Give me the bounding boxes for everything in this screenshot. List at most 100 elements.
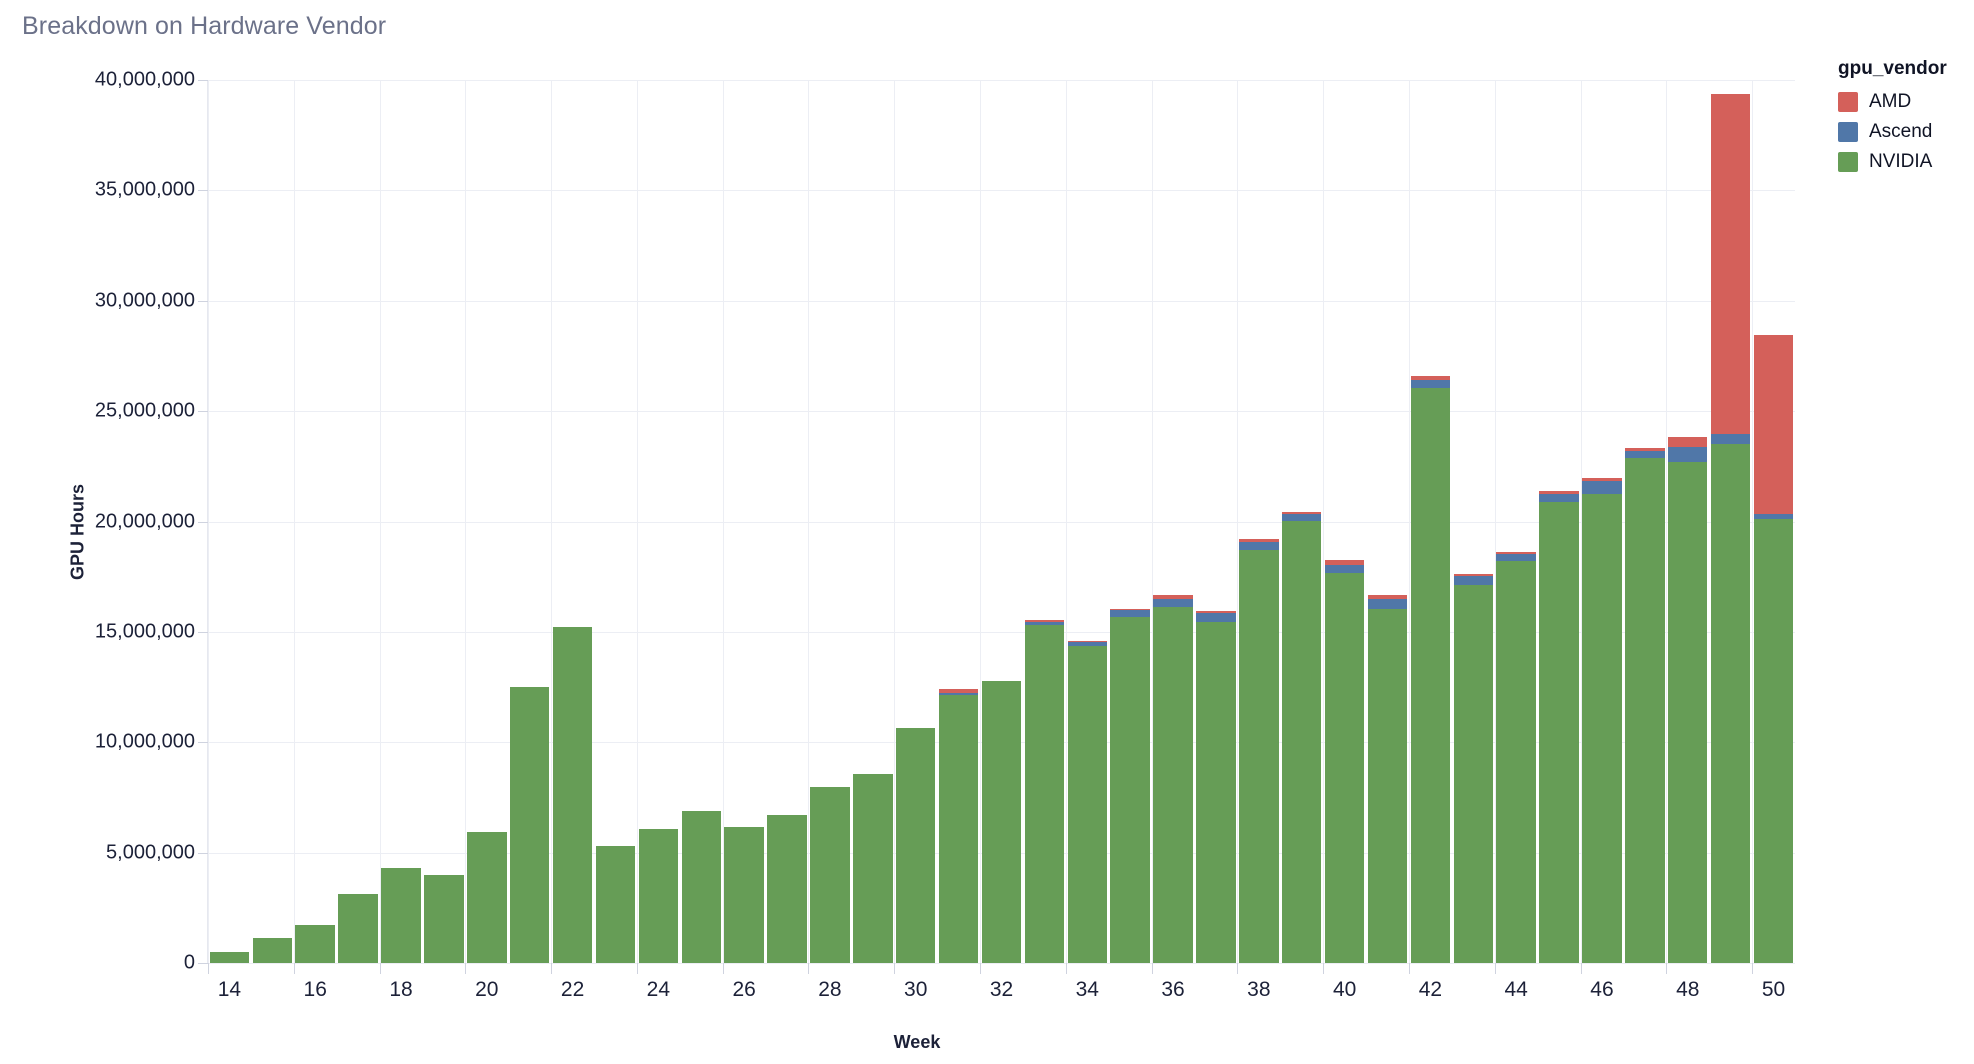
bar-segment-ascend[interactable] [1153, 599, 1193, 607]
bar-segment-ascend[interactable] [1282, 514, 1322, 522]
bar-segment-ascend[interactable] [1453, 576, 1494, 585]
bar-stack[interactable] [1153, 595, 1193, 963]
bar-segment-nvidia[interactable] [209, 952, 250, 963]
bar-stack[interactable] [1710, 93, 1751, 963]
bar-stack[interactable] [1239, 538, 1279, 963]
bar-stack[interactable] [209, 952, 250, 963]
bar-segment-amd[interactable] [1196, 610, 1236, 613]
bar-segment-nvidia[interactable] [552, 627, 593, 963]
bar-stack[interactable] [1196, 610, 1236, 963]
bar-stack[interactable] [1367, 595, 1408, 963]
bar-stack[interactable] [338, 893, 378, 963]
bar-stack[interactable] [767, 815, 807, 963]
bar-segment-amd[interactable] [1668, 436, 1708, 447]
bar-segment-nvidia[interactable] [295, 925, 335, 963]
bar-stack[interactable] [1625, 447, 1665, 963]
bar-segment-nvidia[interactable] [509, 686, 550, 963]
bar-segment-ascend[interactable] [1582, 481, 1622, 495]
bar-stack[interactable] [1582, 478, 1622, 963]
bar-segment-amd[interactable] [1282, 511, 1322, 514]
bar-segment-nvidia[interactable] [1239, 549, 1279, 963]
bar-stack[interactable] [681, 810, 721, 963]
bar-segment-amd[interactable] [1024, 619, 1065, 622]
bar-stack[interactable] [1324, 559, 1365, 963]
bar-segment-nvidia[interactable] [767, 815, 807, 963]
bar-stack[interactable] [467, 831, 507, 963]
bar-segment-ascend[interactable] [1625, 451, 1665, 459]
bar-segment-nvidia[interactable] [1496, 561, 1536, 963]
bar-segment-amd[interactable] [1496, 551, 1536, 555]
bar-segment-nvidia[interactable] [1625, 458, 1665, 963]
bar-segment-ascend[interactable] [1024, 621, 1065, 625]
bar-segment-amd[interactable] [1625, 447, 1665, 452]
bar-segment-nvidia[interactable] [1196, 622, 1236, 963]
bar-segment-ascend[interactable] [1239, 541, 1279, 550]
bar-segment-amd[interactable] [1110, 608, 1150, 611]
bar-segment-nvidia[interactable] [252, 938, 293, 963]
bar-segment-ascend[interactable] [1067, 642, 1107, 646]
bar-stack[interactable] [595, 846, 636, 963]
bar-segment-nvidia[interactable] [1367, 609, 1408, 963]
bar-segment-nvidia[interactable] [338, 893, 378, 963]
bar-stack[interactable] [295, 925, 335, 963]
bar-segment-amd[interactable] [1710, 93, 1751, 434]
bar-stack[interactable] [424, 875, 464, 963]
bar-stack[interactable] [1410, 376, 1451, 963]
bar-segment-amd[interactable] [1367, 595, 1408, 599]
bar-segment-ascend[interactable] [1753, 514, 1794, 520]
legend-item-amd[interactable]: AMD [1838, 91, 1968, 113]
bar-segment-nvidia[interactable] [938, 695, 979, 963]
bar-stack[interactable] [810, 786, 850, 963]
bar-segment-nvidia[interactable] [638, 828, 679, 963]
bar-segment-ascend[interactable] [1410, 379, 1451, 388]
bar-segment-nvidia[interactable] [595, 846, 636, 963]
bar-segment-nvidia[interactable] [981, 681, 1022, 963]
bar-segment-nvidia[interactable] [1324, 573, 1365, 963]
bar-segment-nvidia[interactable] [467, 831, 507, 963]
bar-segment-ascend[interactable] [938, 692, 979, 696]
bar-stack[interactable] [1539, 490, 1579, 963]
bar-segment-ascend[interactable] [1710, 433, 1751, 445]
bar-stack[interactable] [1496, 551, 1536, 963]
bar-segment-nvidia[interactable] [724, 826, 764, 963]
bar-stack[interactable] [1753, 335, 1794, 963]
bar-segment-nvidia[interactable] [381, 868, 421, 963]
bar-stack[interactable] [938, 689, 979, 963]
bar-stack[interactable] [1453, 573, 1494, 963]
bar-segment-amd[interactable] [1453, 573, 1494, 577]
bar-stack[interactable] [853, 774, 893, 963]
bar-segment-amd[interactable] [1753, 335, 1794, 515]
legend-item-ascend[interactable]: Ascend [1838, 121, 1968, 143]
bar-segment-ascend[interactable] [1110, 610, 1150, 617]
bar-stack[interactable] [252, 938, 293, 963]
bar-segment-amd[interactable] [1410, 376, 1451, 380]
bar-segment-amd[interactable] [938, 689, 979, 693]
legend-item-nvidia[interactable]: NVIDIA [1838, 151, 1968, 173]
bar-segment-nvidia[interactable] [1153, 606, 1193, 963]
bar-stack[interactable] [724, 826, 764, 963]
bar-stack[interactable] [381, 868, 421, 963]
bar-segment-nvidia[interactable] [1582, 494, 1622, 963]
bar-segment-nvidia[interactable] [1453, 584, 1494, 963]
bar-segment-nvidia[interactable] [1282, 521, 1322, 963]
bar-segment-amd[interactable] [1067, 640, 1107, 643]
bar-segment-nvidia[interactable] [1024, 624, 1065, 963]
bar-segment-nvidia[interactable] [424, 875, 464, 963]
bar-stack[interactable] [509, 686, 550, 963]
bar-segment-nvidia[interactable] [1753, 519, 1794, 963]
bar-segment-amd[interactable] [1153, 595, 1193, 600]
bar-stack[interactable] [1110, 608, 1150, 963]
bar-stack[interactable] [1024, 619, 1065, 963]
bar-segment-nvidia[interactable] [1668, 461, 1708, 963]
bar-segment-ascend[interactable] [1539, 493, 1579, 502]
bar-stack[interactable] [1668, 436, 1708, 963]
bar-stack[interactable] [1282, 511, 1322, 963]
bar-segment-nvidia[interactable] [681, 810, 721, 963]
bar-segment-amd[interactable] [1539, 490, 1579, 494]
bar-segment-nvidia[interactable] [1067, 645, 1107, 963]
bar-segment-amd[interactable] [1324, 559, 1365, 566]
bar-segment-ascend[interactable] [1668, 446, 1708, 462]
bar-segment-ascend[interactable] [1367, 598, 1408, 610]
bar-segment-amd[interactable] [1239, 538, 1279, 542]
bar-segment-nvidia[interactable] [1410, 387, 1451, 963]
